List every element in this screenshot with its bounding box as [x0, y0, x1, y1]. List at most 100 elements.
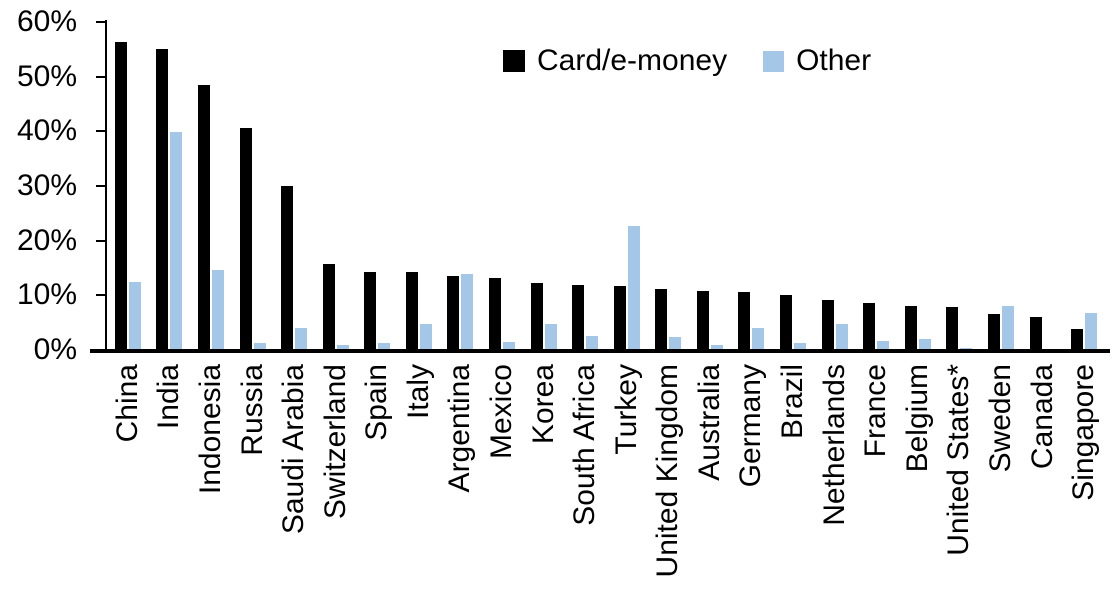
bar-group — [356, 22, 398, 350]
y-tick-label: 50% — [16, 59, 77, 93]
bar-group — [481, 22, 523, 350]
bar-group — [149, 22, 191, 350]
bar-group — [273, 22, 315, 350]
legend-item-other: Other — [763, 43, 871, 79]
x-label-cell: Spain — [356, 358, 398, 594]
bar-card-e-money — [946, 307, 959, 350]
bar-other — [877, 341, 890, 350]
x-tick-label: Canada — [1025, 364, 1059, 470]
bar-group — [689, 22, 731, 350]
bar-other — [128, 282, 141, 350]
bar-group — [440, 22, 482, 350]
y-tick — [96, 21, 106, 23]
bar-other — [1085, 313, 1098, 350]
x-tick-label: United Kingdom — [651, 364, 685, 578]
x-label-cell: Singapore — [1063, 358, 1105, 594]
bar-card-e-money — [987, 313, 1000, 350]
bar-group — [855, 22, 897, 350]
y-tick-label: 10% — [16, 278, 77, 312]
bar-group — [564, 22, 606, 350]
legend-label-other: Other — [796, 44, 872, 77]
bar-other — [336, 345, 349, 350]
x-label-cell: Saudi Arabia — [273, 358, 315, 594]
bar-card-e-money — [613, 285, 626, 350]
bar-other — [170, 132, 183, 350]
x-label-cell: South Africa — [564, 358, 606, 594]
y-tick-label: 40% — [16, 114, 77, 148]
bar-other — [835, 324, 848, 350]
bar-card-e-money — [197, 85, 210, 350]
bar-group — [606, 22, 648, 350]
bar-group — [814, 22, 856, 350]
bar-group — [772, 22, 814, 350]
bar-card-e-money — [780, 295, 793, 350]
bar-other — [669, 336, 682, 350]
x-axis-line — [90, 349, 1110, 353]
bar-card-e-money — [696, 290, 709, 350]
y-tick — [96, 185, 106, 187]
bar-card-e-money — [821, 299, 834, 350]
bar-other — [253, 343, 266, 350]
bar-group — [939, 22, 981, 350]
x-label-cell: China — [107, 358, 149, 594]
x-tick-label: Singapore — [1067, 364, 1101, 501]
y-tick-label: 0% — [33, 333, 77, 366]
x-label-cell: Switzerland — [315, 358, 357, 594]
x-label-cell: India — [149, 358, 191, 594]
x-label-cell: Russia — [232, 358, 274, 594]
x-tick-label: Russia — [235, 364, 269, 456]
x-label-cell: Netherlands — [814, 358, 856, 594]
x-tick-label: France — [859, 364, 893, 458]
x-label-cell: Argentina — [440, 358, 482, 594]
bar-card-e-money — [530, 282, 543, 350]
bar-group — [315, 22, 357, 350]
x-tick-label: Turkey — [609, 364, 643, 455]
bar-card-e-money — [738, 292, 751, 350]
bar-other — [752, 328, 765, 350]
x-tick-label: Brazil — [776, 364, 810, 440]
x-tick-label: Germany — [734, 364, 768, 488]
bar-group — [1063, 22, 1105, 350]
x-tick-label: Argentina — [443, 364, 477, 493]
x-label-cell: Brazil — [772, 358, 814, 594]
bar-other — [295, 328, 308, 350]
x-label-cell: Korea — [523, 358, 565, 594]
x-label-cell: Italy — [398, 358, 440, 594]
x-label-cell: Germany — [731, 358, 773, 594]
bar-card-e-money — [447, 275, 460, 350]
x-tick-label: Saudi Arabia — [277, 364, 311, 535]
bar-other — [918, 338, 931, 350]
bar-group — [107, 22, 149, 350]
bar-card-e-money — [863, 303, 876, 350]
bar-other — [710, 344, 723, 350]
x-tick-label: Indonesia — [193, 364, 227, 495]
plot-area — [107, 22, 1105, 350]
bar-other — [627, 226, 640, 350]
bar-card-e-money — [572, 284, 585, 350]
bar-card-e-money — [156, 48, 169, 350]
y-tick — [96, 75, 106, 78]
bar-other — [586, 336, 599, 350]
bar-group — [648, 22, 690, 350]
bar-group — [190, 22, 232, 350]
legend-swatch-other — [763, 50, 785, 72]
legend-label-card: Card/e-money — [537, 44, 728, 77]
bar-other — [502, 341, 515, 350]
legend: Card/e-money Other — [503, 43, 871, 79]
x-label-cell: United States* — [939, 358, 981, 594]
x-tick-label: Switzerland — [318, 364, 352, 520]
bar-other — [544, 324, 557, 350]
bar-card-e-money — [904, 306, 917, 350]
y-axis-line — [105, 20, 107, 353]
legend-item-card: Card/e-money — [503, 43, 727, 79]
bar-card-e-money — [1071, 328, 1084, 350]
x-label-cell: France — [855, 358, 897, 594]
x-tick-label: Sweden — [983, 364, 1017, 473]
x-tick-label: South Africa — [568, 364, 602, 526]
bar-card-e-money — [1029, 317, 1042, 350]
y-tick-label: 60% — [16, 5, 77, 38]
bar-other — [1001, 305, 1014, 350]
bar-card-e-money — [364, 271, 377, 350]
bar-other — [419, 323, 432, 350]
x-label-cell: Sweden — [980, 358, 1022, 594]
